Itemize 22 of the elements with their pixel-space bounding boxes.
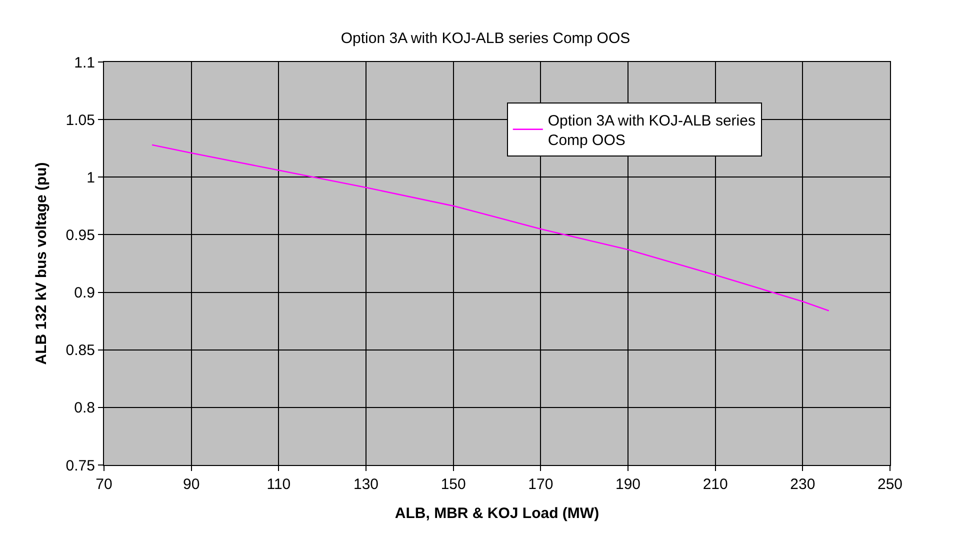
x-tick-label: 250 (877, 476, 903, 493)
y-tick-label: 0.95 (66, 226, 95, 244)
x-tick-label: 210 (702, 476, 728, 493)
x-tick-label: 150 (440, 476, 466, 493)
x-tick-label: 190 (615, 476, 641, 493)
x-tick-label: 230 (790, 476, 816, 493)
chart-title: Option 3A with KOJ-ALB series Comp OOS (340, 30, 630, 47)
y-tick-label: 0.8 (74, 400, 95, 417)
x-tick-label: 110 (266, 476, 291, 493)
x-axis-title: ALB, MBR & KOJ Load (MW) (394, 505, 600, 522)
y-tick-label: 0.75 (66, 457, 95, 474)
legend-label: Option 3A with KOJ-ALB series Comp OOS (548, 112, 756, 149)
x-tick-label: 90 (182, 476, 200, 493)
y-tick-label: 1 (86, 169, 95, 186)
y-tick-label: 0.85 (66, 342, 95, 360)
x-tick-label: 170 (528, 476, 554, 493)
y-tick-label: 1.1 (74, 54, 95, 72)
y-tick-label: 0.9 (74, 284, 95, 302)
x-tick-label: 130 (353, 476, 379, 493)
y-axis-title: ALB 132 kV bus voltage (pu) (33, 162, 50, 365)
x-tick-label: 70 (96, 476, 112, 493)
y-tick-label: 1.05 (66, 112, 95, 129)
